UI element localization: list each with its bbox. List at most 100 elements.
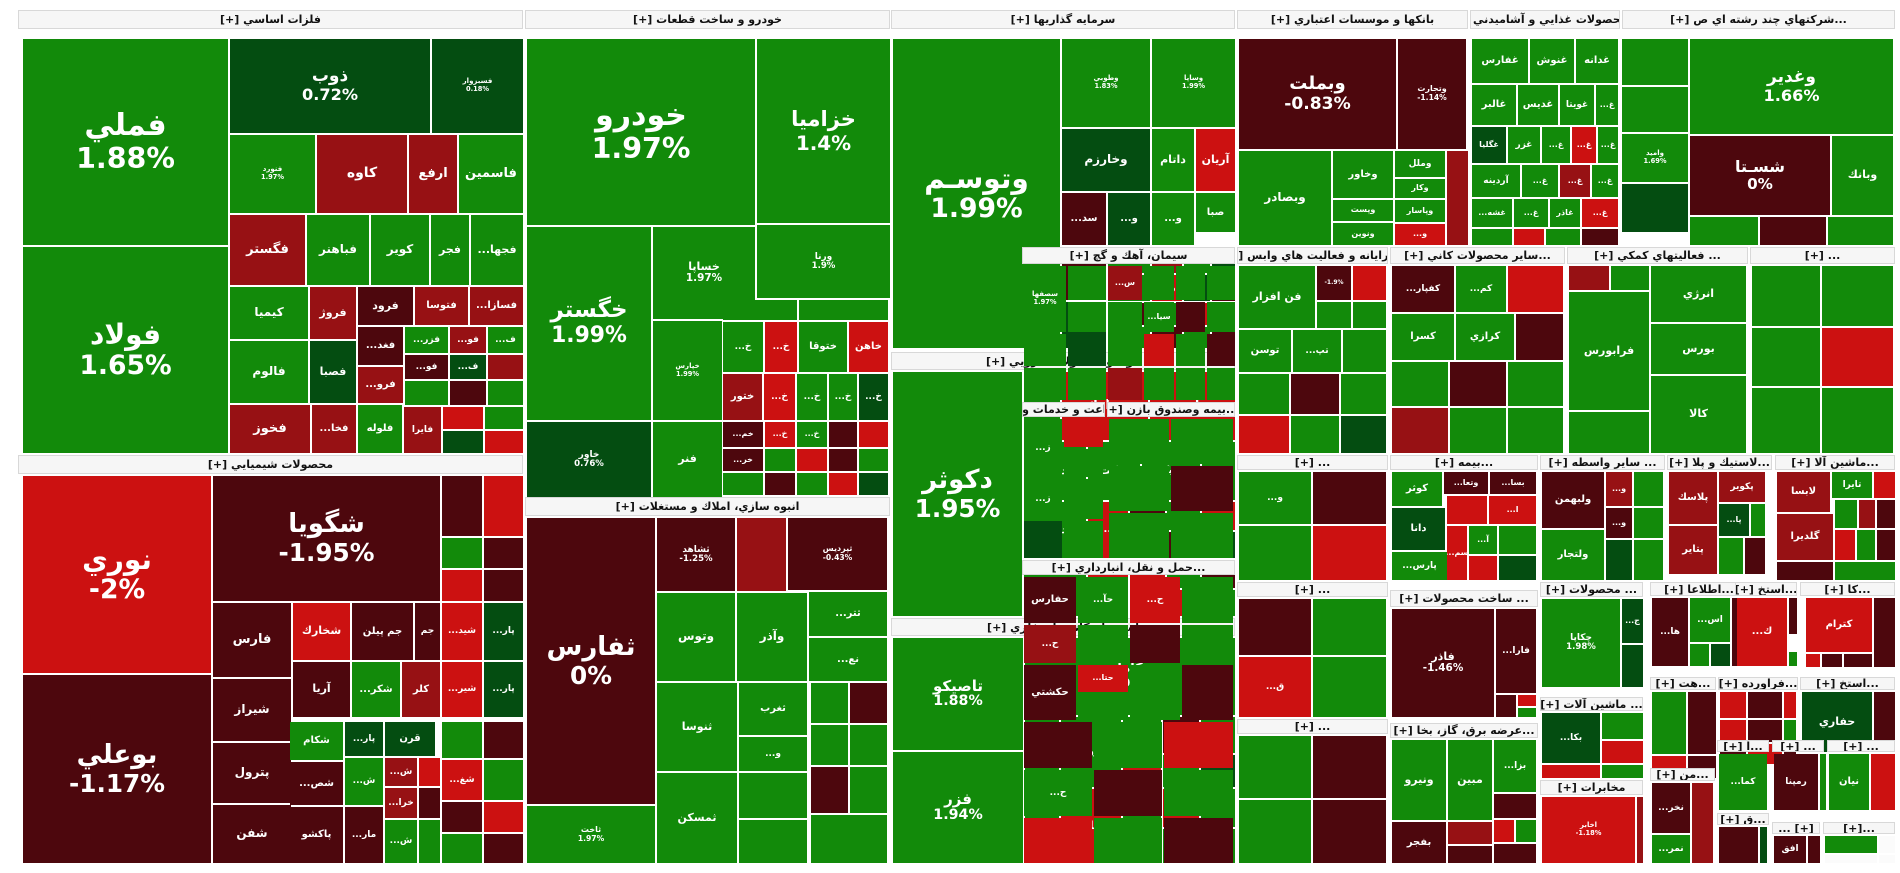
tile[interactable] [1313, 800, 1386, 863]
tile[interactable] [1024, 368, 1066, 400]
tile[interactable] [1877, 500, 1895, 528]
tile-بزا[interactable]: بزا... [1494, 740, 1536, 792]
tile[interactable] [1508, 362, 1563, 406]
tile[interactable] [1720, 720, 1746, 742]
tile-وآذر[interactable]: وآذر [737, 593, 807, 681]
section-header-30[interactable]: ...فراورده [+] [1718, 677, 1798, 690]
tile[interactable] [1024, 818, 1092, 863]
tile-حتا[interactable]: حتا... [1078, 665, 1128, 692]
tile-غ[interactable]: غ... [1598, 127, 1618, 163]
tile-فگستر[interactable]: فگستر [230, 215, 305, 285]
tile[interactable] [1719, 827, 1758, 863]
section-header-22[interactable]: ... ساخت محصولات [+] [1390, 590, 1538, 607]
tile-خرا[interactable]: خرا... [385, 788, 417, 818]
tile[interactable] [443, 407, 483, 429]
tile[interactable] [419, 758, 440, 786]
tile-كلر[interactable]: كلر [402, 662, 440, 717]
tile[interactable] [1622, 87, 1688, 132]
tile-ختوقا[interactable]: ختوقا [799, 322, 847, 372]
section-header-12[interactable]: ...بيمه وصندوق بازن [+] [1107, 402, 1235, 417]
section-header-28[interactable]: ... ماشين آلات [+] [1540, 697, 1643, 711]
tile-كالا[interactable]: كالا [1651, 376, 1746, 453]
tile[interactable] [442, 538, 482, 568]
section-header-15[interactable]: ...ساير محصولات كاني [+] [1390, 247, 1565, 264]
section-header-42[interactable]: ... [+] [1237, 719, 1388, 734]
tile-كوثر[interactable]: كوثر [1392, 472, 1442, 506]
tile[interactable] [1496, 695, 1516, 717]
tile[interactable] [1789, 652, 1797, 666]
tile-وتجارت[interactable]: وتجارت -1.14% [1398, 39, 1466, 149]
tile-آريا[interactable]: آريا [293, 662, 350, 717]
section-header-13[interactable]: ...حمل و نقل، انبارداري [+] [1022, 560, 1235, 575]
tile-فرو[interactable]: فرو... [358, 367, 403, 403]
tile[interactable] [484, 802, 523, 832]
tile-كما[interactable]: كما... [1719, 754, 1767, 810]
tile[interactable] [1130, 625, 1180, 663]
section-header-9[interactable]: ...شركتهاي چند رشته اي ص [+] [1622, 10, 1895, 29]
tile-غ[interactable]: غ... [1560, 165, 1590, 197]
tile-فارا[interactable]: فارا... [1496, 609, 1536, 693]
tile-مبين[interactable]: مبين [1448, 740, 1492, 820]
tile-شير[interactable]: شير... [442, 662, 482, 717]
tile-ثتر[interactable]: ثتر... [809, 592, 887, 636]
section-header-36[interactable]: ... [+] [1772, 740, 1824, 752]
tile[interactable] [1239, 736, 1311, 798]
tile-نمر[interactable]: نمر... [1652, 835, 1690, 863]
tile-غ[interactable]: غ... [1592, 165, 1618, 197]
tile[interactable] [1622, 645, 1643, 687]
tile-بورس[interactable]: بورس [1651, 324, 1746, 374]
tile[interactable] [829, 422, 857, 447]
tile[interactable] [1341, 374, 1386, 414]
tile[interactable] [1392, 362, 1448, 406]
tile[interactable] [484, 476, 523, 536]
tile-خودرو[interactable]: خودرو 1.97% [527, 39, 755, 225]
tile-شخارك[interactable]: شخارك [293, 603, 350, 660]
tile[interactable] [1207, 368, 1235, 400]
tile-فصبا[interactable]: فصبا [310, 341, 356, 403]
tile-خاور[interactable]: خاور 0.76% [527, 422, 651, 497]
tile-غ[interactable]: غ... [1514, 199, 1548, 227]
tile-لابسا[interactable]: لابسا [1777, 472, 1830, 512]
tile-فتوسا[interactable]: فتوسا [415, 287, 468, 325]
tile-شسـتا[interactable]: شسـتا 0% [1690, 136, 1830, 215]
tile-خ[interactable]: خ... [797, 422, 827, 447]
tile[interactable] [1752, 388, 1820, 453]
tile[interactable] [1844, 654, 1872, 667]
tile-خ[interactable]: خ... [859, 374, 888, 420]
section-header-25[interactable]: ...استخ [+] [1735, 582, 1797, 596]
tile[interactable] [1313, 472, 1386, 524]
tile-انرژي[interactable]: انرژي [1651, 266, 1746, 322]
tile[interactable] [1835, 530, 1855, 560]
tile-غفارس[interactable]: غفارس [1472, 39, 1528, 83]
section-header-41[interactable]: ... [+] [1237, 582, 1388, 597]
tile-پترول[interactable]: پترول [213, 743, 291, 803]
tile[interactable] [1508, 266, 1563, 312]
section-header-34[interactable]: ...ا [+] [1717, 740, 1769, 752]
tile[interactable] [1874, 598, 1895, 667]
tile[interactable] [1822, 266, 1893, 326]
tile[interactable] [1720, 692, 1746, 718]
tile-اخابر[interactable]: اخابر -1.18% [1542, 797, 1635, 863]
tile[interactable] [737, 518, 786, 591]
tile-فملي[interactable]: فملي 1.88% [23, 39, 228, 245]
tile-وتوسـم[interactable]: وتوسـم 1.99% [893, 39, 1060, 348]
tile[interactable] [739, 820, 807, 863]
tile[interactable] [1239, 599, 1311, 655]
tile[interactable] [1652, 692, 1686, 754]
tile[interactable] [1634, 540, 1663, 580]
section-header-24[interactable]: ...اطلاعا [+] [1650, 582, 1748, 596]
tile[interactable] [723, 473, 763, 495]
tile-غاذر[interactable]: غاذر [1550, 199, 1580, 227]
tile[interactable] [1353, 302, 1386, 328]
section-header-10[interactable]: سيمان، آهك و گچ [+] [1022, 247, 1235, 264]
tile-وخارزم[interactable]: وخارزم [1062, 129, 1150, 191]
tile-خپارس[interactable]: خپارس 1.99% [653, 321, 722, 420]
tile-فرابورس[interactable]: فرابورس [1569, 292, 1649, 410]
tile-خر[interactable]: خر... [723, 449, 763, 471]
tile[interactable] [797, 449, 827, 471]
tile-ثغرب[interactable]: ثغرب [739, 683, 807, 735]
tile[interactable] [1182, 665, 1233, 720]
tile-شص[interactable]: شص... [290, 762, 343, 805]
tile[interactable] [484, 834, 523, 863]
tile-و[interactable]: و... [1108, 193, 1150, 245]
